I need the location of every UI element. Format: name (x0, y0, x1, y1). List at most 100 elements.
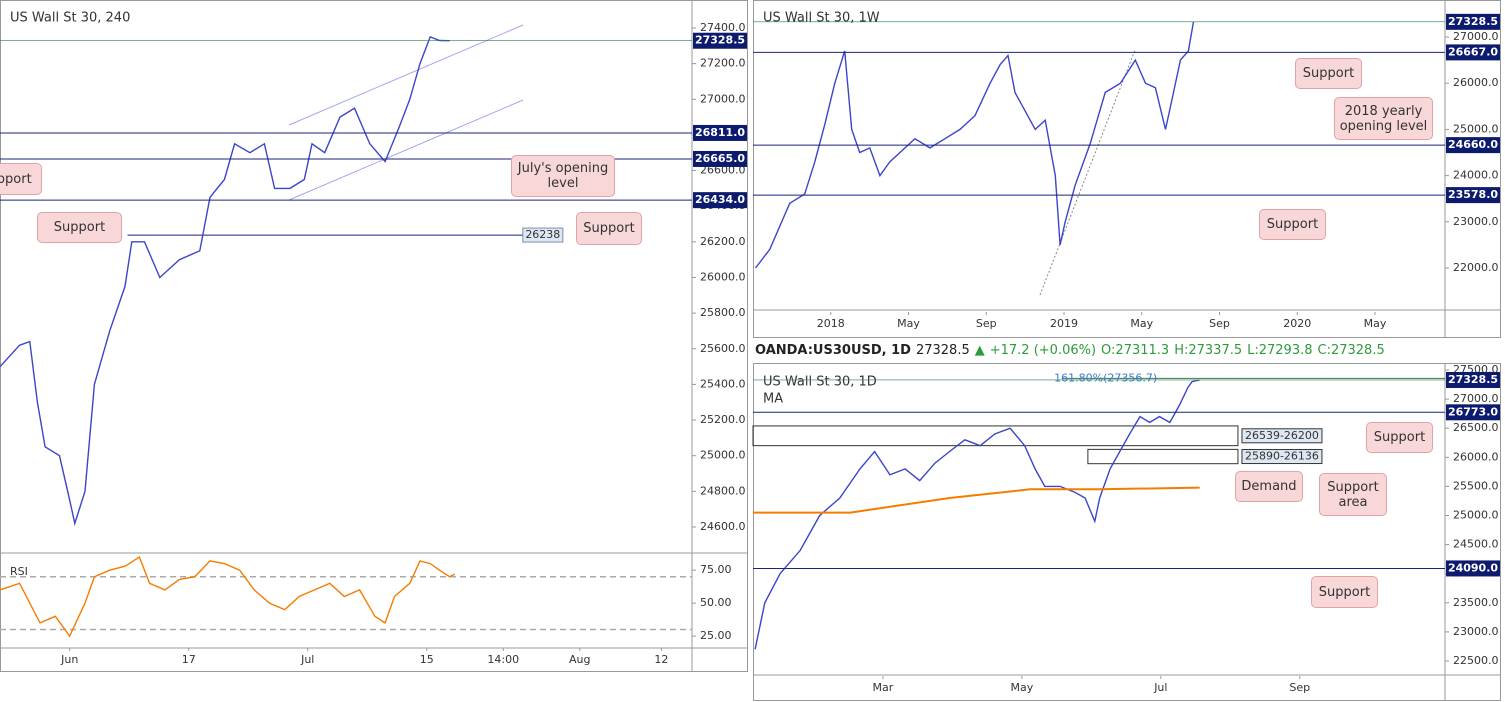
y-tick-label: 26500.0 (1453, 421, 1499, 434)
y-tick-label: 25500.0 (1453, 479, 1499, 492)
y-tick-label: 25.00 (700, 629, 732, 642)
low: L:27293.8 (1247, 343, 1313, 358)
close: C:27328.5 (1317, 343, 1385, 358)
y-tick-label: 25800.0 (700, 306, 746, 319)
price-line (754, 21, 1195, 269)
chart-title: US Wall St 30, 1W (763, 11, 880, 26)
x-tick-label: Jul (1153, 681, 1167, 694)
y-tick-label: 25400.0 (700, 377, 746, 390)
high: H:27337.5 (1174, 343, 1243, 358)
y-tick-label: 75.00 (700, 563, 732, 576)
level-label: 23578.0 (1448, 188, 1498, 201)
x-tick-label: May (1011, 681, 1034, 694)
x-tick-label: 2018 (817, 317, 845, 330)
y-tick-label: 24800.0 (700, 484, 746, 497)
x-tick-label: 12 (654, 653, 668, 666)
level-box (1446, 13, 1500, 30)
x-tick-label: Sep (976, 317, 997, 330)
y-tick-label: 24000.0 (1453, 169, 1499, 182)
panel-frame (0, 0, 748, 672)
x-tick-label: 2019 (1050, 317, 1078, 330)
level-box (1446, 560, 1500, 577)
y-tick-label: 25600.0 (700, 342, 746, 355)
y-tick-label: 22000.0 (1453, 261, 1499, 274)
ma-line (753, 486, 1200, 514)
x-tick-label: May (897, 317, 920, 330)
level-box (1446, 371, 1500, 388)
zone (1087, 448, 1239, 465)
y-tick-label: 22500.0 (1453, 654, 1499, 667)
x-tick-label: 17 (182, 653, 196, 666)
annotation: Support (1311, 576, 1378, 608)
level-label: 24090.0 (1448, 561, 1498, 574)
minor-level-box (522, 227, 564, 243)
price-line (0, 35, 450, 527)
x-tick-label: May (1130, 317, 1153, 330)
pane-label: RSI (10, 565, 28, 578)
annotation: Support (1295, 58, 1362, 89)
panel-frame (753, 363, 1501, 701)
y-tick-label: 27000.0 (1453, 30, 1499, 43)
channel-line (288, 99, 524, 201)
level-label: 24660.0 (1448, 138, 1498, 151)
zone-label: 26539-26200 (1245, 429, 1319, 442)
minor-level-label: 26238 (525, 228, 560, 241)
y-tick-label: 26200.0 (700, 235, 746, 248)
annotation: Demand (1235, 471, 1303, 502)
level-label: 26665.0 (695, 152, 745, 165)
y-tick-label: 25000.0 (1453, 122, 1499, 135)
level-label: 27328.5 (1448, 373, 1498, 386)
x-tick-label: Aug (569, 653, 590, 666)
change-arrow: ▲ (974, 343, 985, 358)
y-tick-label: 26000.0 (700, 270, 746, 283)
annotation: 2018 yearly opening level (1334, 97, 1433, 140)
annotation: Support (576, 212, 642, 245)
y-tick-label: 27000.0 (1453, 392, 1499, 405)
annotation: Support area (1319, 473, 1387, 516)
y-tick-label: 24500.0 (1453, 538, 1499, 551)
level-label: 27328.5 (695, 34, 745, 47)
legend-entry: MA (763, 392, 783, 407)
price-line (754, 379, 1200, 650)
annotation: Support (1366, 422, 1433, 453)
level-box (1446, 187, 1500, 204)
last-price: 27328.5 (915, 343, 970, 358)
symbol: OANDA:US30USD, 1D (755, 343, 911, 358)
x-tick-label: 15 (420, 653, 434, 666)
x-tick-label: Mar (873, 681, 894, 694)
zone-label-box (1241, 449, 1323, 465)
chart-title: US Wall St 30, 240 (10, 11, 130, 26)
x-tick-label: Sep (1289, 681, 1310, 694)
y-tick-label: 24600.0 (700, 520, 746, 533)
level-box (693, 192, 747, 209)
level-box (1446, 44, 1500, 61)
x-tick-label: Jun (60, 653, 78, 666)
y-tick-label: 50.00 (700, 596, 732, 609)
price-line (0, 555, 456, 638)
level-label: 26773.0 (1448, 405, 1498, 418)
y-tick-label: 26000.0 (1453, 76, 1499, 89)
zone-label: 25890-26136 (1245, 450, 1319, 463)
level-label: 26434.0 (695, 193, 745, 206)
annotation: Support (37, 212, 122, 243)
x-tick-label: 14:00 (487, 653, 519, 666)
y-tick-label: 25000.0 (1453, 508, 1499, 521)
level-box (693, 32, 747, 49)
level-box (1446, 137, 1500, 154)
level-label: 26811.0 (695, 126, 745, 139)
annotation: July's opening level (511, 155, 615, 197)
level-box (693, 124, 747, 141)
y-tick-label: 23000.0 (1453, 215, 1499, 228)
x-tick-label: May (1364, 317, 1387, 330)
channel-line (288, 24, 524, 126)
chart-title: US Wall St 30, 1D (763, 375, 877, 390)
x-tick-label: 2020 (1283, 317, 1311, 330)
annotation: Support (0, 163, 42, 195)
x-tick-label: Sep (1209, 317, 1230, 330)
y-tick-label: 23000.0 (1453, 625, 1499, 638)
fib-label: 161.80%(27356.7) (1054, 371, 1157, 384)
y-tick-label: 27000.0 (700, 92, 746, 105)
level-label: 26667.0 (1448, 45, 1498, 58)
